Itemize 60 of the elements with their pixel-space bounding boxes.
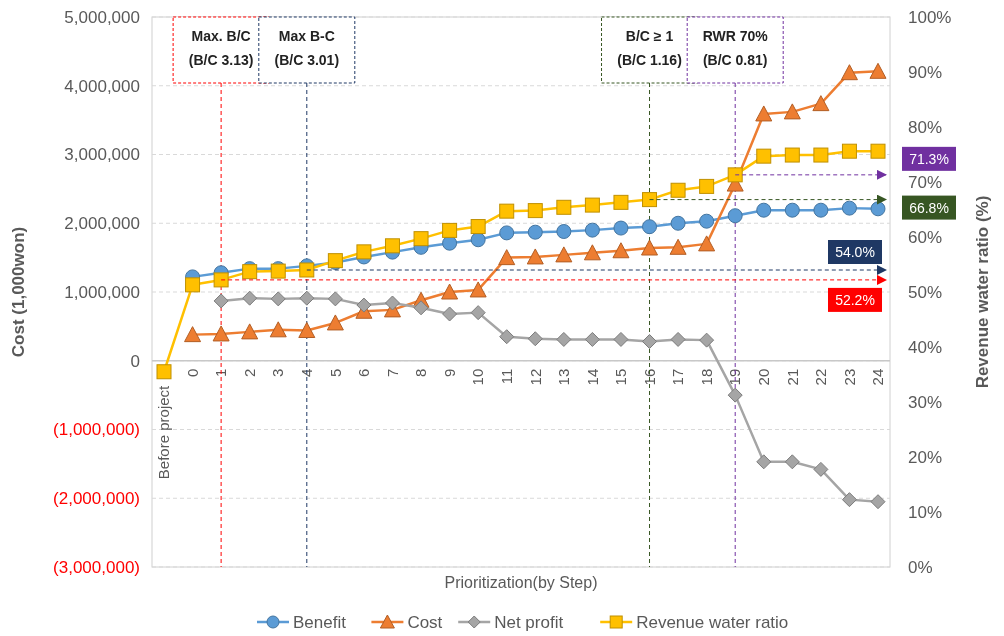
ref-line-label: 66.8% [909,199,949,216]
x-tick-label: 19 [726,368,744,386]
x-tick-label: 2 [240,368,258,378]
y2-tick-label: 60% [908,227,943,247]
x-tick-label: 12 [526,368,544,386]
x-tick-label: 17 [669,368,687,386]
y2-tick-label: 90% [908,62,943,82]
x-tick-label: 13 [555,368,573,386]
x-tick-label: 3 [269,368,287,378]
y2-tick-label: 100% [908,7,952,27]
ref-line-label: 54.0% [835,243,875,260]
ref-line-label: Max. B/C (B/C 3.13) [188,28,254,68]
y-tick-label: (3,000,000) [53,557,140,577]
x-tick-label: 9 [440,368,458,378]
ref-line-label: 52.2% [835,291,875,308]
x-tick-label: 18 [697,368,715,386]
legend-label: Benefit [293,612,347,632]
x-tick-label: 21 [783,368,801,386]
ref-line-label: 71.3% [909,150,949,167]
x-tick-label: Before project [155,384,173,480]
x-tick-label: 5 [326,368,344,378]
y2-tick-label: 80% [908,117,943,137]
y-axis-title: Cost (1,000won) [9,226,28,358]
y-tick-label: 5,000,000 [64,7,140,27]
ref-line-label: Max B-C (B/C 3.01) [274,28,340,68]
legend-label: Revenue water ratio [636,612,789,632]
x-tick-label: 15 [612,368,630,386]
y2-tick-label: 40% [908,337,943,357]
legend-label: Cost [407,612,443,632]
x-tick-label: 24 [869,368,887,386]
x-tick-label: 7 [383,368,401,378]
x-tick-label: 4 [298,368,316,378]
y2-axis-title: Revenue water ratio (%) [973,195,992,389]
y-tick-label: 3,000,000 [64,145,140,165]
x-tick-label: 10 [469,368,487,386]
x-tick-label: 11 [497,368,515,385]
x-tick-label: 22 [812,368,830,386]
y2-tick-label: 20% [908,447,943,467]
y-tick-label: 1,000,000 [64,282,140,302]
y2-tick-label: 10% [908,502,943,522]
y-tick-label: (2,000,000) [53,489,140,509]
y-tick-label: 4,000,000 [64,76,140,96]
y-tick-label: 2,000,000 [64,214,140,234]
ref-line-label: B/C ≥ 1 (B/C 1.16) [617,28,682,68]
x-tick-label: 0 [183,368,201,378]
x-tick-label: 16 [640,368,658,386]
y2-tick-label: 70% [908,172,943,192]
x-tick-label: 14 [583,368,601,386]
y2-tick-label: 50% [908,282,943,302]
x-axis-title: Prioritization(by Step) [444,574,598,591]
ref-line-label: RWR 70% (B/C 0.81) [702,28,769,68]
legend-label: Net profit [494,612,564,632]
y2-tick-label: 30% [908,392,943,412]
x-tick-label: 8 [412,368,430,378]
y-tick-label: (1,000,000) [53,420,140,440]
x-tick-label: 20 [755,368,773,386]
x-tick-label: 6 [355,368,373,378]
x-tick-label: 1 [212,368,230,378]
y2-tick-label: 0% [908,557,933,577]
x-tick-label: 23 [840,368,858,386]
